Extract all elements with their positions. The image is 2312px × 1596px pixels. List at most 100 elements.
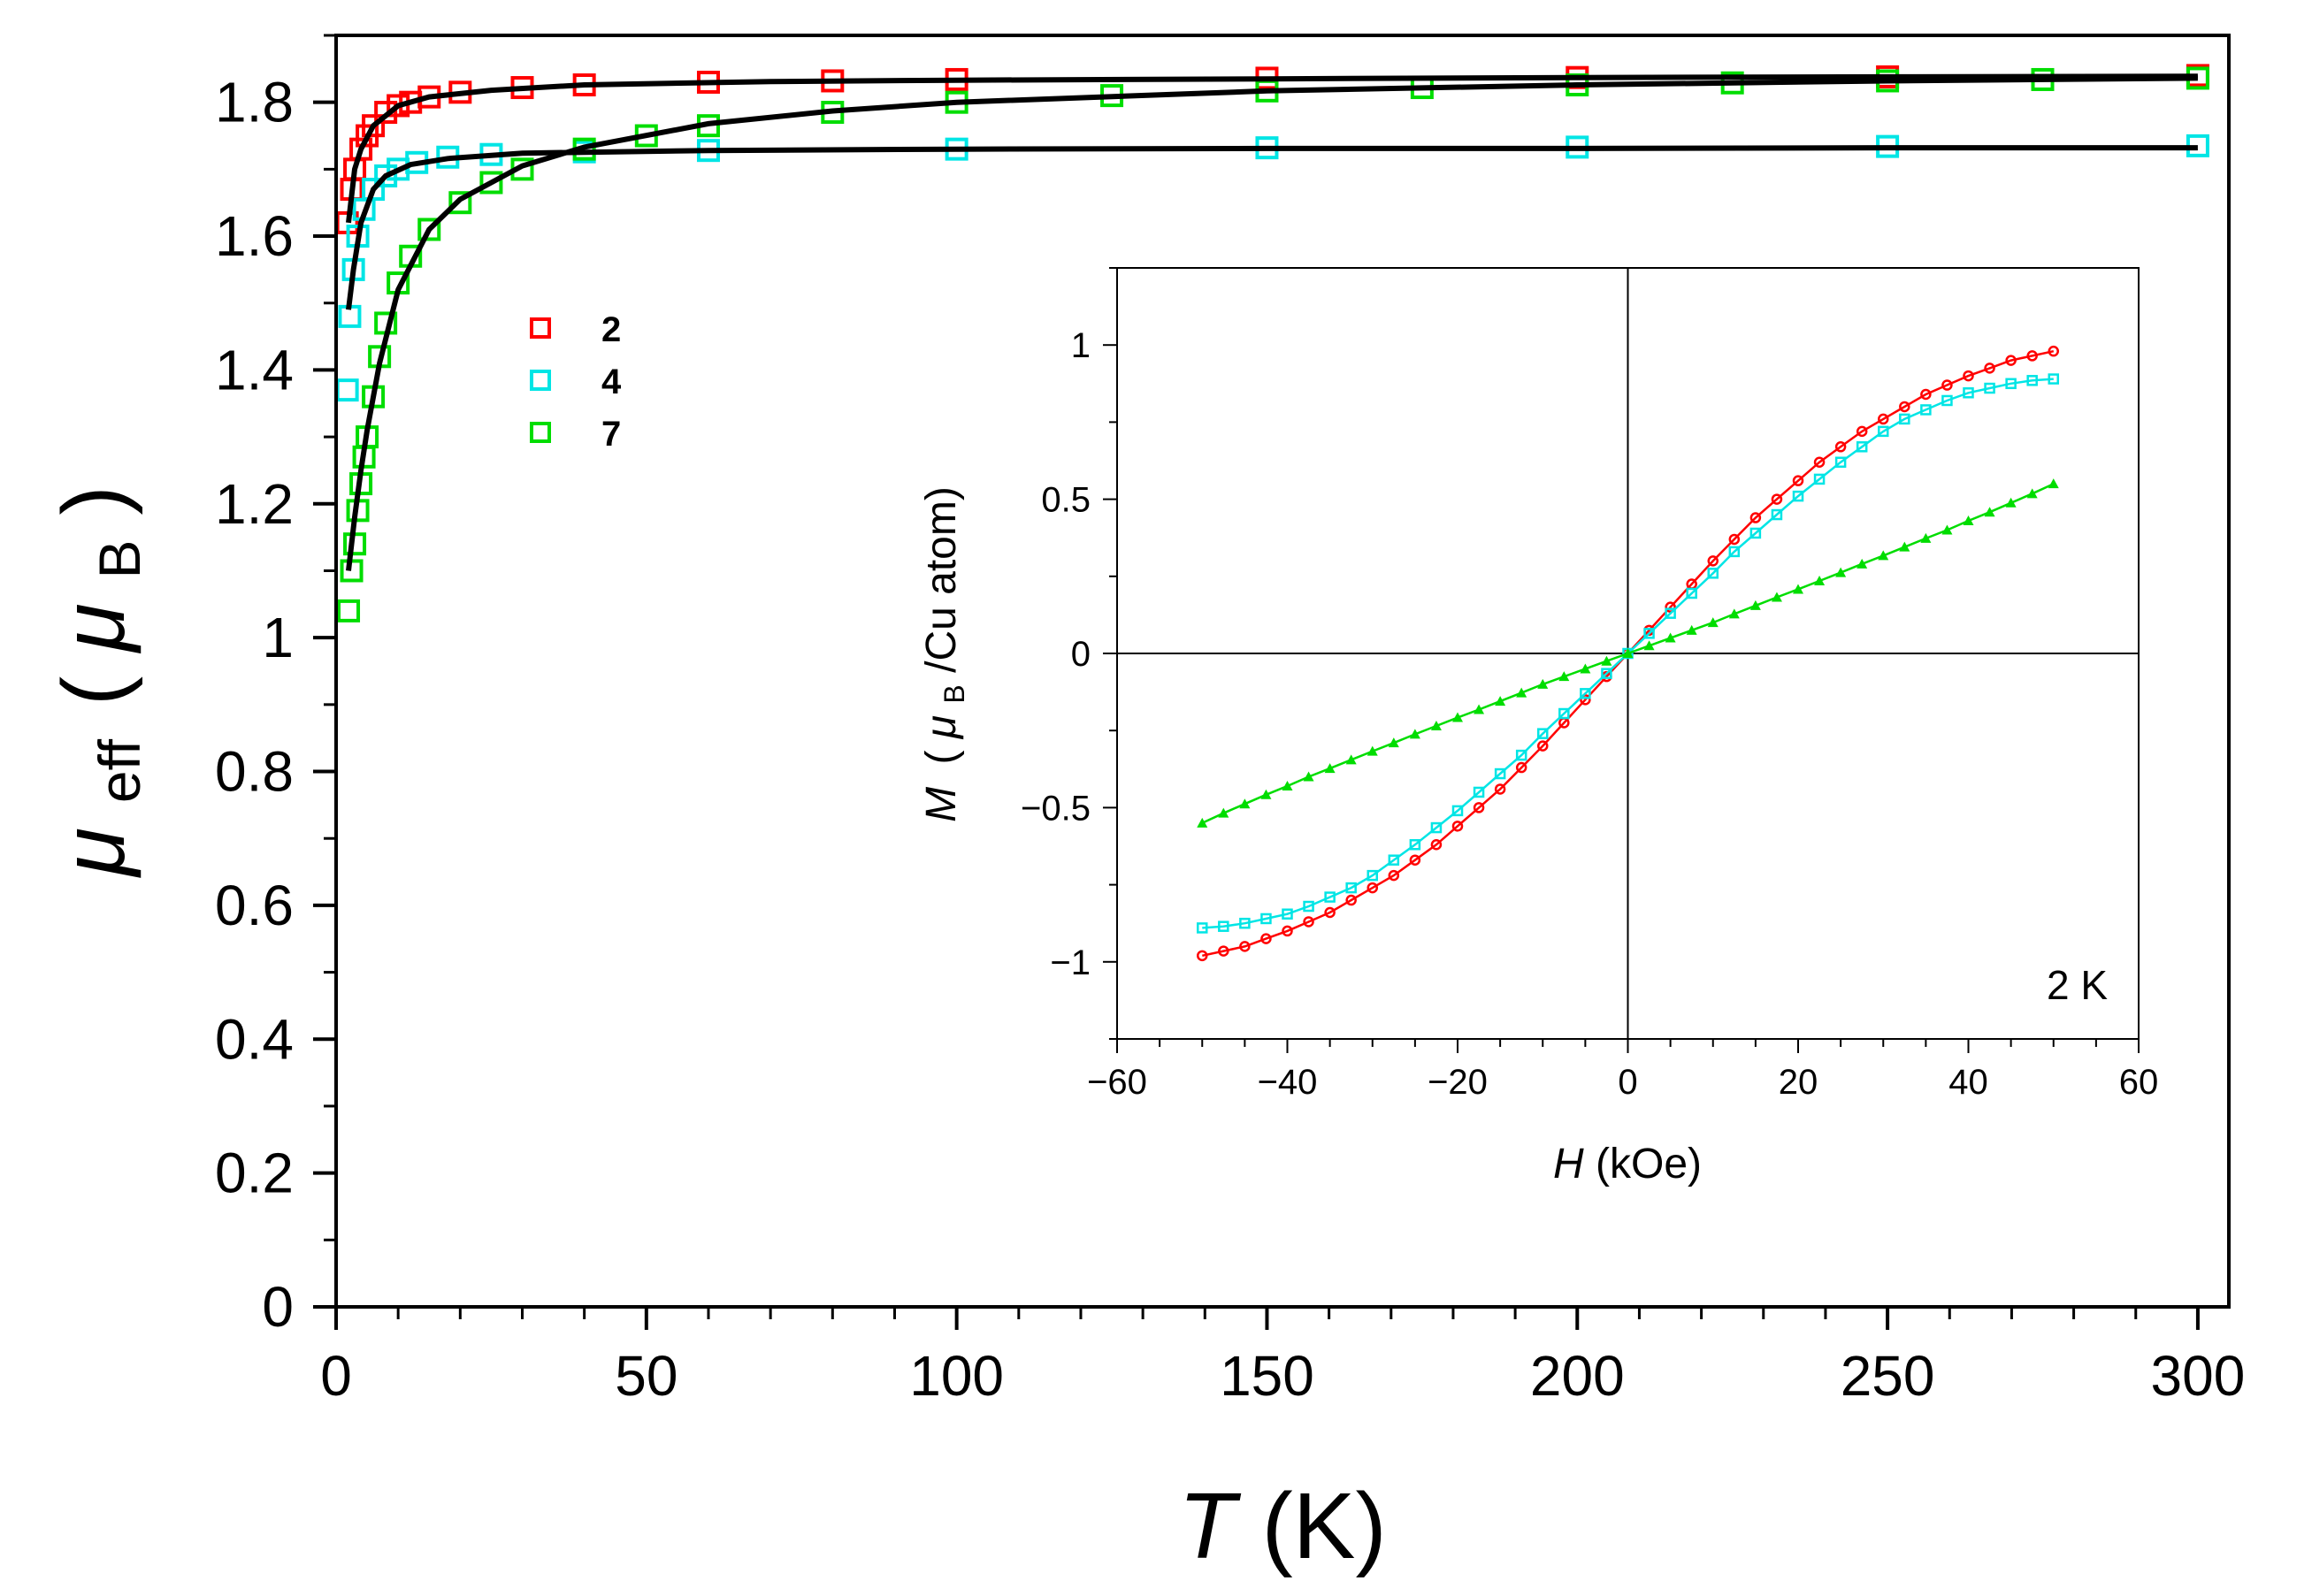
inset-point-series-2 bbox=[1345, 894, 1357, 906]
inset-point-series-2 bbox=[1197, 950, 1208, 962]
main-point-series-2 bbox=[349, 137, 373, 161]
inset-point-series-7 bbox=[1580, 663, 1591, 674]
inset-point-series-7 bbox=[1197, 817, 1208, 828]
main-axes: 0 50 100 150 200 250 30000.20.40.60.811.21.41.… bbox=[215, 34, 2245, 1408]
inset-point-series-7 bbox=[1749, 599, 1761, 610]
inset-point-series-2 bbox=[2005, 355, 2017, 366]
legend-label-7: 7 bbox=[601, 415, 621, 454]
main-y-axis-open: ( bbox=[44, 676, 143, 706]
inset-point-series-2 bbox=[1388, 869, 1400, 882]
inset-point-series-4 bbox=[1515, 749, 1527, 761]
inset-point-series-2 bbox=[1813, 456, 1826, 468]
inset-point-series-2 bbox=[1707, 555, 1719, 567]
inset-series-layer bbox=[1197, 345, 2059, 962]
main-y-tick-label: 1.4 bbox=[215, 338, 294, 401]
main-plot-frame bbox=[334, 34, 2231, 1309]
inset-point-series-4 bbox=[1899, 413, 1910, 425]
inset-point-series-7 bbox=[1388, 737, 1399, 748]
inset-point-series-4 bbox=[1303, 900, 1314, 913]
inset-point-series-2 bbox=[2026, 350, 2038, 362]
inset-point-series-4 bbox=[1920, 404, 1932, 416]
inset-point-series-7 bbox=[1345, 754, 1357, 765]
main-y-tick-label: 0.4 bbox=[215, 1007, 294, 1071]
inset-point-series-7 bbox=[1643, 640, 1655, 651]
inset-point-series-2 bbox=[1834, 441, 1847, 453]
inset-point-series-2 bbox=[1920, 388, 1932, 401]
inset-point-series-7 bbox=[1771, 592, 1782, 602]
inset-point-series-7 bbox=[1367, 745, 1378, 756]
inset-point-series-2 bbox=[1941, 379, 1953, 391]
main-x-axis-unit: (K) bbox=[1261, 1474, 1386, 1578]
inset-point-series-4 bbox=[1963, 387, 1974, 399]
inset-point-series-4 bbox=[1707, 568, 1719, 579]
inset-point-series-7 bbox=[2048, 478, 2059, 489]
inset-point-series-4 bbox=[1601, 668, 1612, 679]
inset-point-series-4 bbox=[1388, 854, 1400, 866]
inset-point-series-2 bbox=[1878, 413, 1889, 425]
inset-point-series-7 bbox=[1856, 558, 1868, 569]
inset-point-series-7 bbox=[1878, 550, 1889, 561]
main-point-series-2 bbox=[362, 114, 386, 138]
inset-point-series-4 bbox=[1834, 456, 1847, 468]
inset-point-series-7 bbox=[1728, 608, 1740, 619]
inset-point-series-4 bbox=[1494, 767, 1506, 780]
inset-point-series-7 bbox=[1622, 648, 1634, 658]
inset-point-series-4 bbox=[2005, 378, 2017, 390]
inset-point-series-7 bbox=[1793, 584, 1803, 594]
inset-x-tick-label: −40 bbox=[1258, 1063, 1318, 1102]
inset-point-series-2 bbox=[1430, 839, 1443, 851]
inset-point-series-7 bbox=[1537, 678, 1549, 689]
inset-point-series-2 bbox=[1409, 854, 1421, 866]
inset-annotation-temperature: 2 K bbox=[2047, 962, 2108, 1008]
inset-x-tick-label: 20 bbox=[1779, 1063, 1818, 1102]
inset-point-series-2 bbox=[1984, 363, 1995, 374]
main-fit-2-line bbox=[346, 73, 2198, 224]
inset-point-series-4 bbox=[1324, 891, 1336, 903]
legend: 2 4 7 bbox=[530, 310, 622, 454]
inset-y-tick-label: −0.5 bbox=[1021, 789, 1091, 828]
inset-point-series-4 bbox=[1813, 473, 1826, 485]
main-x-tick-label: 200 bbox=[1530, 1344, 1625, 1408]
inset-point-series-4 bbox=[1558, 707, 1570, 720]
inset-y-axis-symbol: M bbox=[918, 787, 965, 822]
inset-point-series-2 bbox=[1771, 493, 1783, 505]
main-y-tick-label: 0.6 bbox=[215, 874, 294, 937]
main-x-tick-label: 0 bbox=[320, 1344, 352, 1408]
inset-y-tick-label: 0 bbox=[1071, 635, 1091, 674]
inset-point-series-4 bbox=[1643, 628, 1655, 639]
inset-point-series-4 bbox=[1686, 587, 1697, 599]
main-fit-7-line bbox=[346, 75, 2198, 571]
inset-point-series-4 bbox=[1665, 607, 1676, 619]
inset-point-series-4 bbox=[1345, 882, 1357, 894]
main-y-axis-unit-sub: B bbox=[87, 539, 152, 578]
inset-y-tick-label: 0.5 bbox=[1041, 481, 1091, 520]
inset-point-series-4 bbox=[1856, 441, 1868, 453]
main-y-axis-mu: μ bbox=[44, 828, 143, 879]
inset-point-series-7 bbox=[1814, 576, 1826, 586]
inset-point-series-4 bbox=[1771, 508, 1783, 521]
inset-point-series-2 bbox=[1473, 802, 1485, 813]
inset-point-series-2 bbox=[1728, 533, 1741, 546]
main-point-series-4 bbox=[362, 178, 386, 202]
inset-series-7 bbox=[1197, 478, 2059, 828]
inset-point-series-4 bbox=[1239, 917, 1251, 929]
inset-point-series-4 bbox=[1537, 728, 1549, 739]
main-fit-layer bbox=[346, 73, 2198, 571]
inset-point-series-4 bbox=[1260, 913, 1272, 925]
inset-point-series-2 bbox=[1367, 882, 1378, 894]
main-y-tick-label: 1.6 bbox=[215, 204, 294, 268]
main-y-tick-label: 1.8 bbox=[215, 71, 294, 134]
inset-point-series-7 bbox=[1474, 704, 1485, 714]
inset-x-tick-label: 60 bbox=[2119, 1063, 2159, 1102]
inset-point-series-4 bbox=[1409, 839, 1421, 851]
inset-point-series-7 bbox=[1324, 763, 1336, 774]
inset-point-series-7 bbox=[1260, 789, 1272, 799]
inset-point-series-2 bbox=[1963, 370, 1974, 382]
inset-point-series-7 bbox=[1495, 696, 1506, 706]
inset-point-series-7 bbox=[1239, 798, 1251, 809]
inset-point-series-7 bbox=[1665, 632, 1676, 643]
main-point-series-7 bbox=[448, 191, 472, 215]
inset-x-tick-label: −60 bbox=[1087, 1063, 1147, 1102]
main-y-tick-label: 1 bbox=[262, 606, 294, 669]
